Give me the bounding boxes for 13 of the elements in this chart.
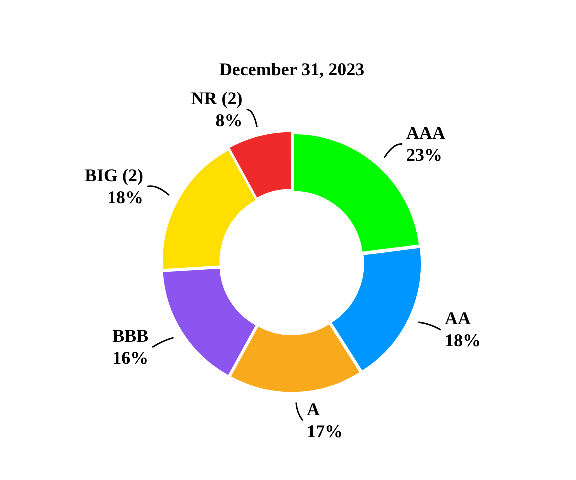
slice-label: A [306,399,320,420]
data-label: 16% [112,348,149,368]
data-label: 8% [216,110,243,130]
data-label: 18% [444,330,481,351]
slice-label: AAA [406,122,446,143]
data-label: 23% [406,144,442,165]
data-label: 17% [306,421,343,442]
slice-label: BBB [112,326,149,346]
slice-label: BIG (2) [85,165,144,186]
slice-label: NR (2) [191,88,243,108]
slice-label: AA [444,308,471,329]
chart-title: December 31, 2023 [219,59,365,80]
data-label: 18% [108,187,144,208]
